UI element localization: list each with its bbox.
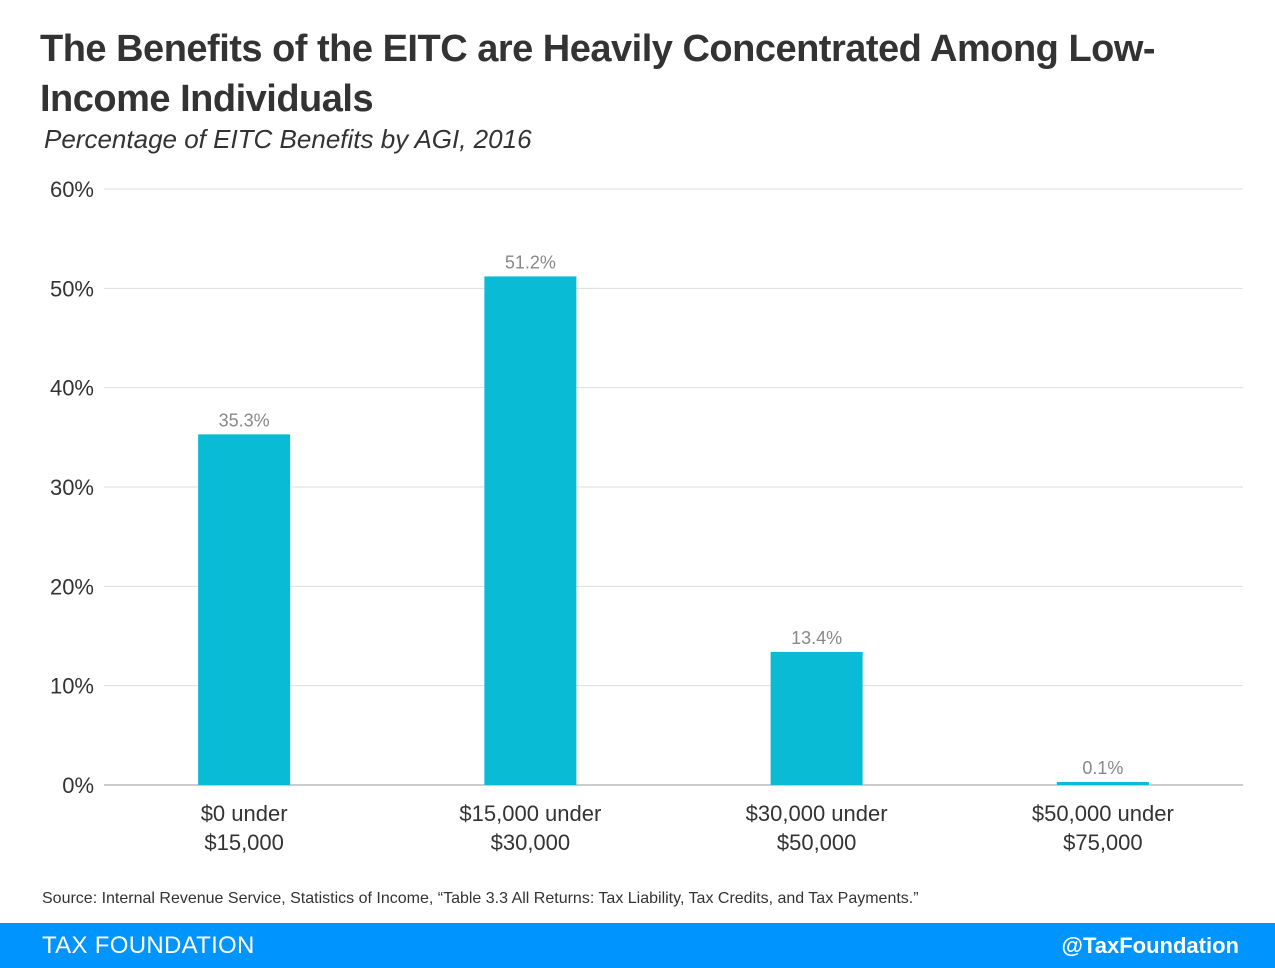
y-tick-label: 0%: [62, 773, 94, 798]
data-label: 0.1%: [1082, 758, 1123, 778]
data-labels: 35.3% 51.2% 13.4% 0.1%: [219, 252, 1124, 778]
bar: [198, 434, 291, 785]
source-note: Source: Internal Revenue Service, Statis…: [42, 890, 919, 907]
x-tick-label: $50,000 under $75,000: [1032, 801, 1174, 855]
x-tick-label: $30,000 under $50,000: [746, 801, 888, 855]
x-tick-label: $15,000 under $30,000: [459, 801, 601, 855]
data-label: 13.4%: [791, 628, 842, 648]
bar: [1056, 782, 1149, 785]
y-axis-tick-labels: 0% 10% 20% 30% 40% 50% 60%: [50, 177, 94, 798]
y-tick-label: 40%: [50, 376, 94, 401]
x-axis-tick-labels: $0 under $15,000 $15,000 under $30,000 $30,0…: [201, 801, 1174, 855]
grid-lines: [104, 188, 1243, 786]
y-tick-label: 60%: [50, 177, 94, 202]
bar: [770, 651, 863, 785]
y-tick-label: 20%: [50, 574, 94, 599]
bar: [484, 276, 577, 785]
bars: [198, 276, 1149, 785]
chart-subtitle: Percentage of EITC Benefits by AGI, 2016: [44, 124, 532, 154]
x-tick-label: $0 under $15,000: [201, 801, 288, 855]
bar-chart: 0% 10% 20% 30% 40% 50% 60% 35.3% 51.2% 13.4% 0.1%…: [50, 177, 1243, 855]
footer-handle: @TaxFoundation: [1061, 933, 1239, 958]
y-tick-label: 10%: [50, 674, 94, 699]
chart-title: The Benefits of the EITC are Heavily Con…: [40, 28, 1156, 120]
data-label: 35.3%: [219, 410, 270, 430]
y-tick-label: 30%: [50, 475, 94, 500]
footer-brand: TAX FOUNDATION: [42, 932, 255, 959]
data-label: 51.2%: [505, 252, 556, 272]
y-tick-label: 50%: [50, 276, 94, 301]
footer-bar: TAX FOUNDATION @TaxFoundation: [0, 923, 1275, 968]
